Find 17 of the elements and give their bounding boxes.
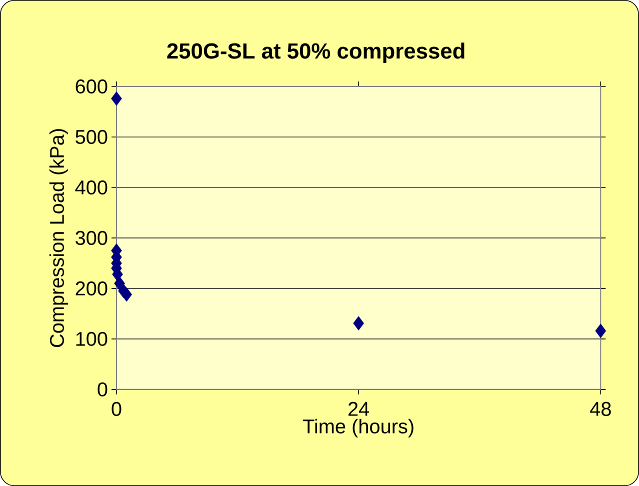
y-axis-title: Compression Load (kPa) <box>49 129 68 347</box>
y-tick-label: 200 <box>76 281 108 296</box>
point <box>111 91 122 106</box>
y-tick-label: 300 <box>76 230 108 245</box>
y-tick-label: 600 <box>76 79 108 94</box>
x-axis-title: Time (hours) <box>302 418 414 438</box>
point <box>121 287 132 302</box>
chart-title: 250G-SL at 50% compressed <box>167 42 464 64</box>
x-tick-label: 24 <box>348 402 370 416</box>
point <box>353 316 364 330</box>
point <box>595 324 606 338</box>
y-tick-label: 500 <box>76 130 108 144</box>
x-tick-label: 0 <box>112 402 122 416</box>
y-tick-label: 100 <box>76 332 108 346</box>
y-tick-label: 400 <box>75 180 108 194</box>
y-tick-label: 0 <box>98 382 108 396</box>
x-tick-label: 48 <box>590 402 611 416</box>
